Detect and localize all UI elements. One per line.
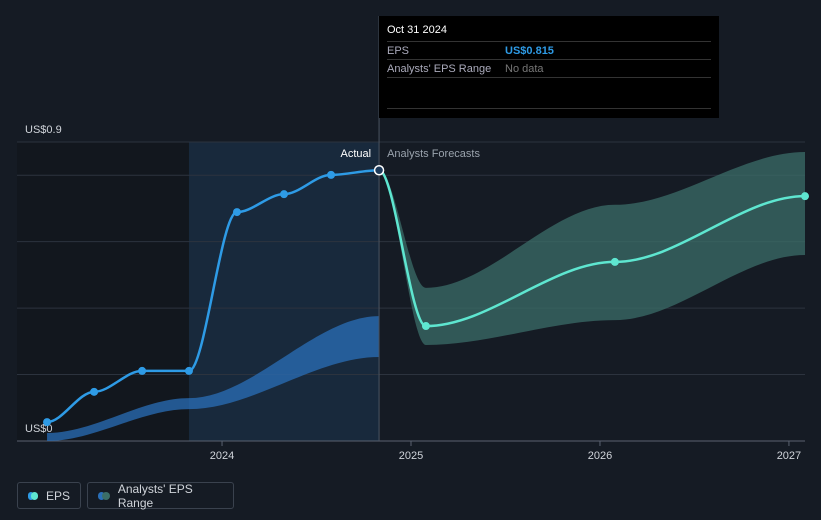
tooltip-key: EPS [387,44,410,57]
legend-swatch [31,491,38,500]
eps-point [90,387,99,396]
legend-swatch [98,491,106,500]
eps-point [327,170,336,179]
tooltip-row: EPS US$0.815 [387,41,711,59]
eps-point [610,257,619,266]
tooltip-value: US$0.815 [505,44,554,57]
range-band [379,151,805,345]
legend-eps[interactable]: EPS [17,482,81,509]
legend-range[interactable]: Analysts' EPS Range [87,481,234,510]
tooltip: Oct 31 2024 EPS US$0.815 Analysts' EPS R… [379,16,719,118]
tooltip-rule [387,108,711,109]
tooltip-title: Oct 31 2024 [387,24,447,36]
eps-point [43,418,52,427]
legend-swatch [102,491,110,500]
eps-line [46,168,380,424]
eps-point [421,322,430,331]
eps-point [280,190,289,199]
tooltip-row: Analysts' EPS Range No data [387,59,711,78]
x-tick-label: 2024 [210,450,234,462]
legend-label: Analysts' EPS Range [117,481,193,510]
eps-line [378,168,806,328]
tooltip-value: No data [505,62,544,75]
x-tick-label: 2025 [399,450,423,462]
eps-point [801,192,809,201]
y-tick-label: US$0.9 [25,124,62,136]
past-area [17,142,189,441]
legend-swatch [28,491,35,500]
x-tick-label: 2027 [777,450,801,462]
eps-point [232,208,241,217]
y-tick-label: US$0 [25,423,53,435]
legend-label: EPS [45,488,70,503]
eps-point [138,366,147,375]
eps-point [184,366,193,375]
actual-label: Actual [340,148,371,160]
tooltip-key: Analysts' EPS Range [387,62,492,75]
forecast-label: Analysts Forecasts [387,148,480,160]
eps-point [373,164,385,176]
range-band [47,316,380,441]
x-tick-label: 2026 [588,450,612,462]
